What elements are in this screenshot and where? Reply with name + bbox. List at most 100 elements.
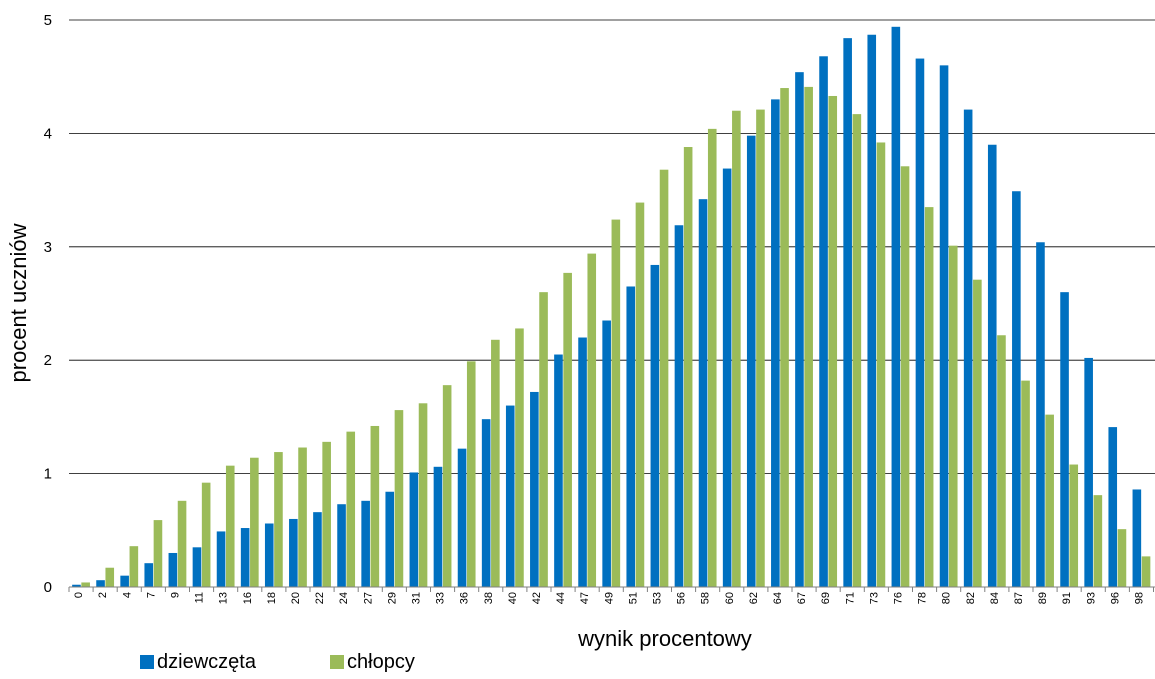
bar-chlopcy [1021,380,1030,587]
bar-dziewczeta [1036,242,1045,587]
bar-chlopcy [587,253,597,587]
bar-chlopcy [177,500,187,587]
bar-chlopcy [346,431,356,587]
x-axis-title: wynik procentowy [577,626,752,651]
x-tick-label: 93 [1085,592,1097,604]
bar-dziewczeta [289,518,298,587]
bar-chlopcy [1045,414,1054,587]
bar-dziewczeta [698,199,708,587]
bar-chlopcy [298,447,307,587]
bar-dziewczeta [530,391,539,587]
x-tick-label: 73 [868,592,880,604]
bar-dziewczeta [987,144,997,588]
bar-dziewczeta [578,337,587,587]
bar-chlopcy [804,86,813,587]
y-tick-label: 1 [44,466,52,483]
bar-chlopcy [129,546,139,587]
bar-dziewczeta [505,405,515,587]
bar-dziewczeta [72,584,81,587]
x-tick-label: 18 [266,592,278,604]
y-tick-labels: 0 1 2 3 4 5 [44,12,52,596]
x-tick-label: 76 [892,592,904,604]
bar-chlopcy [466,361,476,587]
bar-chlopcy [1141,556,1151,587]
y-axis-title: procent uczniów [6,223,31,382]
y-tick-label: 2 [44,352,52,369]
legend: dziewczęta chłopcy [140,651,415,673]
y-tick-label: 3 [44,239,52,256]
y-tick-label: 5 [44,12,52,29]
x-tick-label: 7 [145,592,157,598]
bar-chlopcy [491,339,500,587]
x-tick-labels: 0 2 4 7 9 11 13 16 18 20 22 24 27 29 31 33 36 38 40 42 44 47 4… [73,592,1145,604]
x-tick-label: 64 [772,592,784,604]
x-tick-label: 36 [459,592,471,604]
bar-dziewczeta [337,504,346,587]
x-tick-label: 38 [483,592,495,604]
bar-dziewczeta [1060,292,1069,587]
bar-dziewczeta [891,26,901,587]
bar-chlopcy [828,95,838,587]
bar-chlopcy [201,482,211,587]
bar-chlopcy [1093,495,1103,587]
bar-chlopcy [707,128,717,587]
x-tick-label: 40 [507,592,519,604]
bar-chlopcy [924,207,934,588]
bar-dziewczeta [168,552,178,587]
bar-chlopcy [756,109,765,587]
bar-dziewczeta [192,547,202,587]
x-tick-label: 33 [435,592,447,604]
y-tick-label: 0 [44,579,52,596]
x-tick-label: 69 [820,592,832,604]
bar-chlopcy [250,457,259,587]
bar-chlopcy [635,202,645,587]
bar-dziewczeta [457,448,467,587]
x-tick-label: 24 [338,592,350,604]
x-tick-label: 53 [651,592,663,604]
bar-dziewczeta [819,56,828,587]
bar-dziewczeta [144,563,154,587]
x-tick-label: 44 [555,592,567,604]
bar-dziewczeta [433,466,443,587]
x-tick-label: 58 [700,592,712,604]
x-tick-label: 84 [989,592,1001,604]
bar-dziewczeta [963,109,973,587]
bar-chlopcy [539,292,548,587]
bar-chlopcy [900,166,910,587]
bar-chlopcy [973,279,982,587]
bar-dziewczeta [602,320,611,587]
x-tick-label: 42 [531,592,543,604]
bar-dziewczeta [313,512,322,587]
bar-dziewczeta [120,575,129,587]
bar-dziewczeta [650,264,660,587]
x-tick-label: 13 [218,592,230,604]
bar-chlopcy [322,441,331,587]
bar-dziewczeta [264,523,274,587]
x-tick-label: 96 [1109,592,1121,604]
x-tick-label: 29 [386,592,398,604]
x-tick-label: 27 [362,592,374,604]
x-tick-label: 47 [579,592,591,604]
bar-dziewczeta [795,72,804,587]
bar-chlopcy [948,245,958,587]
x-tick-label: 60 [724,592,736,604]
x-tick-label: 91 [1061,592,1073,604]
legend-swatch [330,655,344,669]
x-tick-label: 4 [121,592,133,598]
legend-swatch [140,655,154,669]
x-tick-label: 31 [410,592,422,604]
x-tick-label: 78 [917,592,929,604]
bar-dziewczeta [843,38,852,588]
x-tick-label: 9 [169,592,181,598]
x-tick-label: 89 [1037,592,1049,604]
legend-label: dziewczęta [157,651,257,673]
bar-chlopcy [683,147,693,587]
bar-dziewczeta [216,531,226,587]
x-tick-label: 49 [603,592,615,604]
bar-dziewczeta [867,34,877,587]
bar-chlopcy [370,425,380,587]
bar-dziewczeta [240,528,250,587]
bar-dziewczeta [554,354,563,587]
bar-dziewczeta [915,58,925,587]
